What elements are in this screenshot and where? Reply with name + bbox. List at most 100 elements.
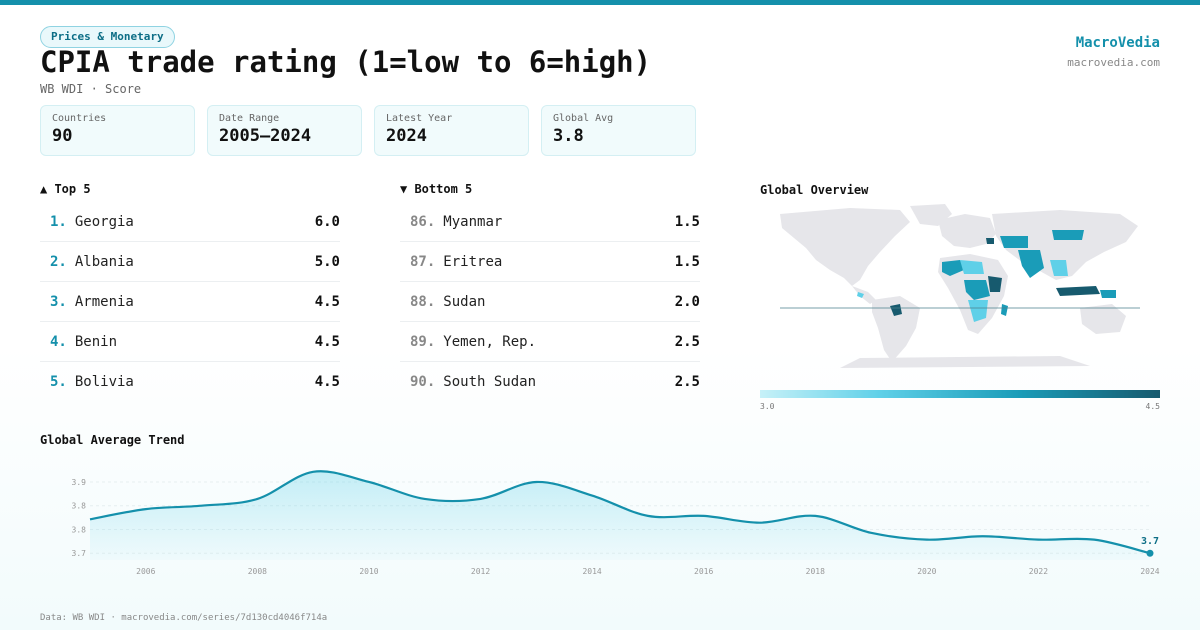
world-map[interactable]	[760, 200, 1160, 382]
map-region-southeast-asia	[1050, 260, 1068, 276]
map-region-antarctica	[840, 356, 1090, 368]
stat-card-label: Countries	[52, 113, 107, 124]
map-region-mongolia	[1052, 230, 1084, 240]
map-region-sahel	[960, 260, 984, 274]
trend-title: Global Average Trend	[40, 433, 185, 447]
map-region-indonesia	[1056, 286, 1100, 296]
list-item[interactable]: 87. Eritrea 1.5	[400, 242, 700, 282]
x-tick-label: 2014	[582, 567, 601, 576]
list-item-rank: 89.	[410, 333, 436, 350]
map-region-papua	[1100, 290, 1116, 298]
map-region-europe	[938, 214, 996, 248]
y-tick-label: 3.9	[72, 478, 87, 487]
map-region-east-africa	[988, 276, 1002, 292]
list-item-name: Georgia	[74, 213, 134, 230]
y-tick-label: 3.8	[72, 502, 87, 511]
list-item-rank: 5.	[50, 374, 67, 390]
stat-card-label: Global Avg	[553, 113, 614, 124]
list-item-value: 2.5	[674, 374, 700, 390]
list-item-name: Myanmar	[443, 213, 503, 230]
x-tick-label: 2020	[917, 567, 936, 576]
stat-card-date-range: Date Range 2005–2024	[207, 105, 362, 156]
list-item[interactable]: 90. South Sudan 2.5	[400, 362, 700, 402]
list-item-rank: 86.	[410, 213, 436, 230]
trend-end-point	[1146, 549, 1154, 557]
stat-card-value: 2005–2024	[219, 126, 312, 146]
map-region-south-america	[872, 296, 920, 362]
list-item-name: Albania	[74, 253, 134, 270]
list-item-rank: 1.	[50, 213, 67, 230]
list-item-value: 4.5	[314, 374, 340, 390]
list-item[interactable]: 88. Sudan 2.0	[400, 282, 700, 322]
category-badge[interactable]: Prices & Monetary	[40, 26, 175, 48]
list-item[interactable]: 5. Bolivia 4.5	[40, 362, 340, 402]
brand-url[interactable]: macrovedia.com	[1067, 56, 1160, 69]
list-item-rank: 3.	[50, 293, 67, 310]
list-item[interactable]: 2. Albania 5.0	[40, 242, 340, 282]
top-5-heading: ▲ Top 5	[40, 182, 91, 196]
map-region-central-america	[852, 286, 876, 304]
list-item[interactable]: 86. Myanmar 1.5	[400, 202, 700, 242]
bottom-5-heading: ▼ Bottom 5	[400, 182, 473, 196]
list-item-name: Eritrea	[443, 253, 503, 270]
map-region-central-asia	[1000, 236, 1028, 248]
list-item[interactable]: 89. Yemen, Rep. 2.5	[400, 322, 700, 362]
y-tick-label: 3.8	[72, 525, 87, 534]
page-subtitle: WB WDI · Score	[40, 82, 142, 96]
trend-area	[90, 471, 1150, 560]
list-item-rank: 4.	[50, 333, 67, 350]
stat-card-label: Latest Year	[386, 113, 453, 124]
footer-source: Data: WB WDI · macrovedia.com/series/7d1…	[40, 613, 328, 623]
stat-card-label: Date Range	[219, 113, 280, 124]
top-5-list: ▲ Top 5 1. Georgia 6.0 2. Albania 5.0 3.…	[40, 182, 340, 402]
list-item[interactable]: 4. Benin 4.5	[40, 322, 340, 362]
stat-card-value: 90	[52, 126, 73, 146]
x-tick-label: 2024	[1140, 567, 1159, 576]
list-item-rank: 88.	[410, 293, 436, 310]
top-accent-bar	[0, 0, 1200, 5]
map-region-south-asia	[1018, 250, 1044, 278]
list-item-value: 2.5	[674, 333, 700, 350]
list-item[interactable]: 1. Georgia 6.0	[40, 202, 340, 242]
bottom-5-list: ▼ Bottom 5 86. Myanmar 1.5 87. Eritrea 1…	[400, 182, 700, 402]
stat-card-global-avg: Global Avg 3.8	[541, 105, 696, 156]
list-item-rank: 90.	[410, 374, 436, 390]
list-item-value: 1.5	[674, 253, 700, 270]
list-item-rank: 2.	[50, 253, 67, 270]
map-legend-max: 4.5	[1145, 402, 1160, 411]
map-region-central-america-rated	[857, 292, 864, 298]
x-tick-label: 2016	[694, 567, 713, 576]
map-region-bolivia	[890, 304, 902, 316]
map-region-australia	[1080, 304, 1126, 334]
stat-card-latest-year: Latest Year 2024	[374, 105, 529, 156]
x-tick-label: 2022	[1029, 567, 1048, 576]
list-item[interactable]: 3. Armenia 4.5	[40, 282, 340, 322]
stat-card-value: 3.8	[553, 126, 584, 146]
x-tick-label: 2008	[248, 567, 267, 576]
x-tick-label: 2006	[136, 567, 155, 576]
map-legend-min: 3.0	[760, 402, 775, 411]
map-region-southern-africa	[968, 300, 988, 322]
map-region-madagascar	[1001, 304, 1008, 316]
trend-chart[interactable]: 3.7 3.8 3.8 3.9 3.7 2006 2008 2010 2012 2014 2016 2…	[40, 455, 1160, 585]
map-region-north-america	[780, 208, 910, 286]
stat-cards: Countries 90 Date Range 2005–2024 Latest…	[40, 105, 696, 156]
y-tick-label: 3.7	[72, 549, 87, 558]
page-title: CPIA trade rating (1=low to 6=high)	[40, 45, 652, 79]
trend-end-label: 3.7	[1141, 536, 1159, 547]
map-region-west-africa	[942, 260, 964, 276]
brand-logo[interactable]: MacroVedia	[1075, 35, 1160, 51]
list-item-name: South Sudan	[443, 374, 537, 390]
list-item-value: 1.5	[674, 213, 700, 230]
x-tick-label: 2012	[471, 567, 490, 576]
map-title: Global Overview	[760, 183, 869, 197]
list-item-value: 2.0	[674, 293, 700, 310]
list-item-value: 5.0	[314, 253, 340, 270]
map-region-caucasus	[986, 238, 994, 244]
trend-line	[89, 470, 1151, 555]
list-item-name: Bolivia	[74, 374, 134, 390]
list-item-name: Sudan	[443, 293, 486, 310]
x-tick-label: 2010	[359, 567, 378, 576]
list-item-name: Benin	[74, 333, 118, 350]
x-tick-label: 2018	[806, 567, 825, 576]
